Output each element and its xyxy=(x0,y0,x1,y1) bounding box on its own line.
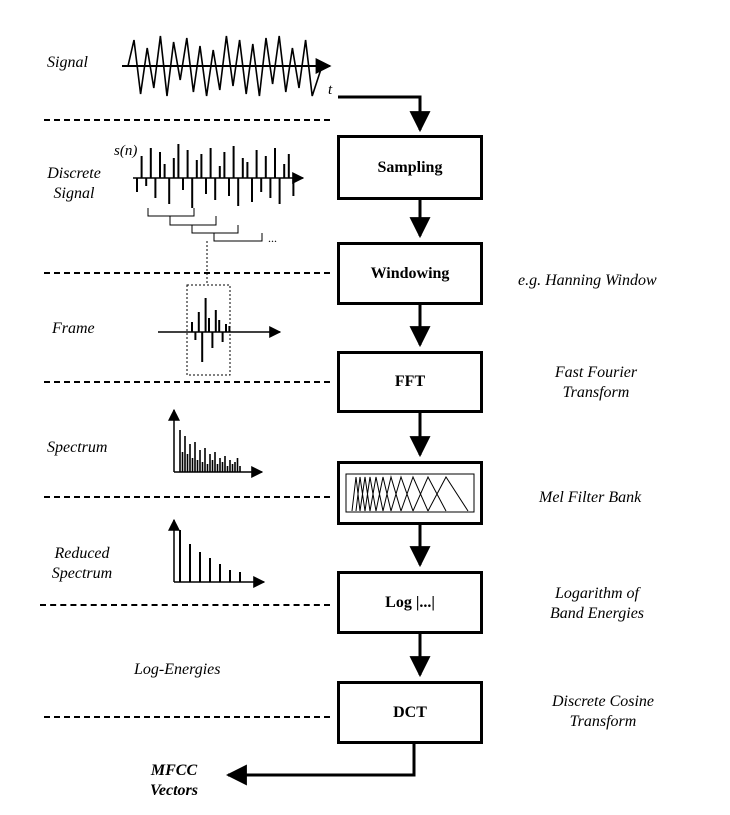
mel-filter-box xyxy=(337,461,483,525)
fft-description-line2: Transform xyxy=(562,384,630,401)
log-description-line2: Band Energies xyxy=(549,605,645,622)
discrete-signal-plot xyxy=(133,144,305,285)
windowing-box: Windowing xyxy=(337,242,483,305)
separator-3 xyxy=(44,381,330,383)
reduced-spectrum-label: Reduced Spectrum xyxy=(42,544,122,584)
mfcc-output-line2: Vectors xyxy=(150,782,198,799)
mel-triangle xyxy=(355,476,366,512)
mel-triangles-icon xyxy=(345,473,475,513)
mel-triangle xyxy=(364,476,377,512)
separator-1 xyxy=(44,119,330,121)
log-energies-label: Log-Energies xyxy=(134,661,221,678)
reduced-spectrum-label-line1: Reduced xyxy=(54,545,110,562)
mel-triangle xyxy=(359,476,371,512)
mfcc-output-label: MFCC Vectors xyxy=(134,761,214,801)
windowing-box-label: Windowing xyxy=(370,264,450,282)
fft-box-label: FFT xyxy=(394,373,426,390)
discrete-signal-label: Discrete Signal xyxy=(38,164,110,204)
spectrum-plot xyxy=(168,408,264,478)
signal-to-sampling-arrow xyxy=(338,95,431,133)
fft-description-line1: Fast Fourier xyxy=(554,364,638,381)
frame-plot xyxy=(158,284,282,376)
bracket-ellipsis: ... xyxy=(268,231,277,245)
dct-description: Discrete Cosine Transform xyxy=(536,692,670,732)
dct-description-line1: Discrete Cosine xyxy=(551,693,655,710)
mel-note: Mel Filter Bank xyxy=(539,489,642,506)
sn-label: s(n) xyxy=(114,143,138,159)
reduced-spectrum-plot xyxy=(168,518,266,588)
fft-box: FFT xyxy=(337,351,483,413)
mel-triangle xyxy=(412,475,447,512)
mel-triangle xyxy=(375,476,392,512)
dct-box-label: DCT xyxy=(393,703,427,721)
time-axis-label: t xyxy=(328,82,333,98)
mel-triangle xyxy=(382,475,402,512)
fft-description: Fast Fourier Transform xyxy=(536,363,656,403)
log-description-line1: Logarithm of xyxy=(554,585,639,602)
separator-4 xyxy=(44,496,330,498)
log-box-label: Log |...| xyxy=(385,593,435,611)
mfcc-output-line1: MFCC xyxy=(150,762,198,779)
discrete-signal-label-line2: Signal xyxy=(53,185,95,202)
dct-to-mfcc-arrow xyxy=(225,744,416,786)
frame-label: Frame xyxy=(52,320,95,337)
spectrum-label: Spectrum xyxy=(47,439,108,456)
mel-triangle xyxy=(400,475,429,512)
windowing-note: e.g. Hanning Window xyxy=(518,272,657,289)
reduced-spectrum-label-line2: Spectrum xyxy=(51,565,113,582)
mel-triangle xyxy=(427,476,469,512)
mel-triangle xyxy=(369,476,384,512)
signal-waveform xyxy=(122,35,332,97)
sampling-box-label: Sampling xyxy=(377,158,443,176)
separator-5 xyxy=(40,604,330,606)
separator-2 xyxy=(44,272,330,274)
sampling-box: Sampling xyxy=(337,135,483,200)
signal-label: Signal xyxy=(47,54,88,71)
mel-triangle xyxy=(351,476,361,512)
dct-description-line2: Transform xyxy=(569,713,637,730)
dct-box: DCT xyxy=(337,681,483,744)
mel-triangle xyxy=(390,475,414,512)
log-description: Logarithm of Band Energies xyxy=(537,584,657,624)
discrete-signal-label-line1: Discrete xyxy=(47,165,101,182)
separator-6 xyxy=(44,716,330,718)
log-box: Log |...| xyxy=(337,571,483,634)
